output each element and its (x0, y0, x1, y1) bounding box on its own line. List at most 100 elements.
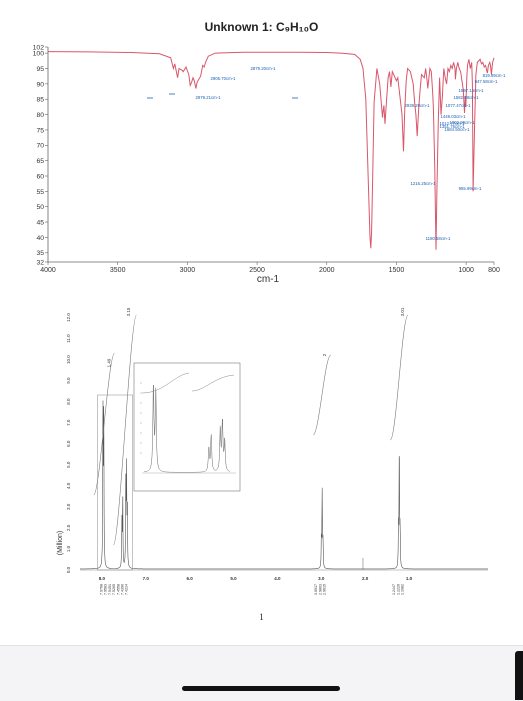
ir-peak-label: 1351.76cm-1 (439, 124, 465, 129)
nmr-spectrum-chart: 8.0 7.0 6.0 5.0 4.0 3.0 2.0 1.0 0.0 1.0 2.0 3.0 4.0 5… (57, 307, 488, 595)
nmr-peak-label: 2.9803 (318, 584, 322, 595)
nmr-x-tick-label: 8.0 (99, 576, 106, 581)
nmr-y-axis-label: (Million) (57, 531, 64, 556)
nmr-x-tick-label: 2.0 (362, 576, 369, 581)
nmr-peak-label: 1.1982 (401, 584, 405, 595)
nmr-axes: 8.0 7.0 6.0 5.0 4.0 3.0 2.0 1.0 0.0 1.0 2.0 3.0 4.0 5… (66, 313, 488, 581)
ir-y-tick-label: 50 (36, 204, 44, 211)
nmr-x-tick-label: 4.0 (274, 576, 281, 581)
ir-y-tick-label: 55 (36, 189, 44, 196)
ir-peak-label: 1077.47cm-1 (445, 103, 471, 108)
nmr-peak-label: 7.5265 (112, 584, 116, 595)
ir-x-tick-label: 1500 (389, 267, 405, 274)
nmr-x-tick-label: 5.0 (230, 576, 237, 581)
ir-peak-label: 1597.14cm-1 (458, 88, 484, 93)
nmr-integral-curve (390, 314, 409, 441)
ir-peak-label: 847.58cm-1 (475, 79, 498, 84)
ir-spectrum-title: Unknown 1: C₉H₁₀O (204, 20, 319, 34)
ir-y-tick-label: 60 (36, 173, 44, 180)
nmr-inset-integral (141, 372, 190, 394)
edge-handle (515, 651, 523, 700)
ir-x-tick-label: 2500 (249, 267, 265, 274)
nmr-inset-frame (133, 362, 241, 492)
nmr-y-tick-label: 0.0 (66, 566, 71, 573)
ir-y-tick-label: 75 (36, 127, 44, 134)
ir-peak-label: 1002.99cm-1 (449, 120, 475, 125)
ir-peak-label: 1449.03cm-1 (440, 114, 466, 119)
ir-peak-label: 1684.50cm-1 (444, 127, 470, 132)
ir-y-tick-label: 35 (36, 250, 44, 257)
nmr-integral-curve (93, 352, 115, 496)
ir-y-tick-label: 80 (36, 112, 44, 119)
nmr-integral-label: 3.15 (126, 307, 131, 316)
ir-y-tick-label: 40 (36, 235, 44, 242)
nmr-y-tick-label: 12.0 (66, 313, 71, 322)
ir-peak-label: 2905.70cm-1 (210, 76, 236, 81)
ir-y-tick-label: 90 (36, 81, 44, 88)
nmr-inset-trace (144, 384, 231, 473)
nmr-inset-zoom (97, 362, 241, 571)
ir-x-axis-label: cm-1 (257, 274, 280, 285)
nmr-integral-label: 2 (322, 353, 327, 356)
ir-x-tick-label: 3500 (110, 267, 126, 274)
nmr-x-tick-label: 3.0 (318, 576, 325, 581)
ir-y-tick-label: 95 (36, 66, 44, 73)
ir-y-tick-label: 65 (36, 158, 44, 165)
page-number: 1 (259, 612, 264, 622)
ir-x-tick-label: 1000 (458, 267, 474, 274)
ir-y-tick-label: 70 (36, 143, 44, 150)
nmr-peak-label: 7.9768 (100, 584, 104, 595)
ir-peak-label: 819.89cm-1 (483, 73, 506, 78)
ir-peak-label: 1012.77cm-1 (439, 121, 465, 126)
bottom-toolbar (0, 645, 523, 701)
nmr-y-tick-label: 7.0 (66, 419, 71, 426)
ir-axes: 4000 3500 3000 2500 2000 1500 1000 800 32 35 40 45 5… (33, 44, 500, 274)
nmr-spectrum-line (80, 400, 488, 570)
ir-peak-label: 1180.58cm-1 (426, 236, 451, 241)
nmr-x-tick-label: 1.0 (406, 576, 413, 581)
nmr-peak-label: 7.5451 (108, 584, 112, 595)
ir-x-tick-label: 4000 (40, 267, 56, 274)
nmr-y-tick-label: 1.0 (66, 545, 71, 552)
ir-spectrum-chart: 4000 3500 3000 2500 2000 1500 1000 800 32 35 40 45 5… (33, 44, 506, 285)
ir-y-tick-label: 85 (36, 97, 44, 104)
ir-peak-label: 955.99cm-1 (459, 186, 482, 191)
ir-transmittance-line (47, 51, 495, 250)
nmr-peak-label: 7.4214 (125, 584, 129, 595)
nmr-y-tick-label: 5.0 (66, 461, 71, 468)
nmr-peak-label: 1.2226 (396, 584, 400, 595)
nmr-peak-label: 7.4558 (116, 584, 120, 595)
nmr-zoom-region (97, 394, 133, 571)
ir-peak-label: 2979.21cm-1 (195, 95, 221, 100)
ir-peak-label: 2879.20cm-1 (250, 66, 276, 71)
nmr-inset-integral (191, 374, 235, 392)
nmr-integral-label: 1.49 (106, 358, 111, 367)
ir-y-tick-label: 102 (33, 44, 45, 51)
ir-y-tick-label: 45 (36, 219, 44, 226)
ir-annotations: 2879.20cm-1 2905.70cm-1 2979.21cm-1 2939.29… (147, 66, 506, 241)
ir-peak-label: 2939.29cm-1 (404, 103, 430, 108)
nmr-peak-label: 3.0017 (314, 584, 318, 595)
home-indicator[interactable] (182, 686, 340, 691)
nmr-integral-curve (312, 354, 332, 436)
nmr-integral-curve (113, 314, 137, 546)
nmr-y-tick-label: 9.0 (66, 377, 71, 384)
nmr-integral-label: 3.01 (400, 307, 405, 316)
ir-peak-label: 1216.25cm-1 (410, 181, 436, 186)
nmr-y-tick-label: 2.0 (66, 524, 71, 531)
nmr-y-tick-label: 3.0 (66, 503, 71, 510)
nmr-peak-label: 1.2447 (392, 584, 396, 595)
ir-x-tick-label: 2000 (319, 267, 335, 274)
nmr-x-tick-label: 6.0 (187, 576, 194, 581)
nmr-peak-label: 7.4390 (121, 584, 125, 595)
nmr-peak-label: 2.9615 (323, 584, 327, 595)
nmr-y-tick-label: 4.0 (66, 482, 71, 489)
nmr-y-tick-label: 8.0 (66, 398, 71, 405)
nmr-y-tick-label: 11.0 (66, 334, 71, 343)
ir-y-tick-label: 100 (33, 51, 45, 58)
ir-x-tick-label: 800 (488, 267, 500, 274)
ir-x-tick-label: 3000 (180, 267, 196, 274)
nmr-peak-label: 7.9583 (104, 584, 108, 595)
nmr-y-tick-label: 10.0 (66, 355, 71, 364)
